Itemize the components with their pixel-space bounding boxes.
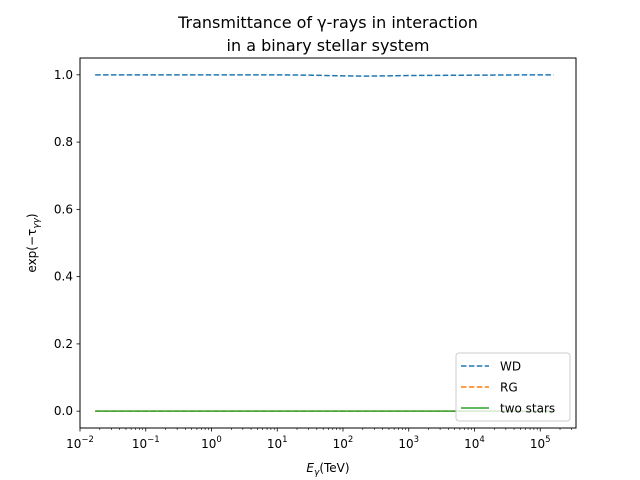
y-tick-label-3: 0.6: [54, 202, 73, 216]
y-axis-label-main: exp(−τ: [25, 229, 39, 273]
x-tick-label-base-3: 10: [267, 437, 282, 451]
chart-title-line1: Transmittance of γ-rays in interaction: [177, 13, 478, 32]
x-tick-label-4: 102: [333, 435, 354, 451]
x-tick-label-exp-0: −2: [81, 435, 94, 445]
x-tick-label-base-2: 10: [201, 437, 216, 451]
series-line-0: [95, 74, 554, 77]
y-axis: 0.0 0.2 0.4 0.6 0.8 1.0: [54, 68, 80, 418]
x-tick-label-exp-2: 0: [216, 435, 221, 445]
x-tick-label-base-4: 10: [333, 437, 348, 451]
x-tick-label-base-1: 10: [132, 437, 147, 451]
legend-label-0: WD: [500, 360, 521, 374]
x-tick-label-base-5: 10: [398, 437, 413, 451]
y-tick-label-2: 0.4: [54, 270, 73, 284]
legend-label-2: two stars: [500, 402, 555, 416]
y-axis-label: exp(−τγγ): [25, 213, 42, 272]
chart-title-line2: in a binary stellar system: [227, 36, 430, 55]
legend-box: [455, 352, 571, 422]
x-tick-label-7: 105: [530, 435, 551, 451]
x-axis: 10−2 10−1 100 101 102 103 104 105: [66, 428, 572, 451]
x-axis-label-unit: (TeV): [319, 461, 349, 475]
x-axis-label-sub: γ: [314, 468, 320, 478]
y-axis-label-close: ): [25, 213, 39, 218]
legend: WD RG two stars: [455, 352, 571, 422]
x-tick-label-3: 101: [267, 435, 288, 451]
x-tick-label-base-6: 10: [464, 437, 479, 451]
y-tick-label-0: 0.0: [54, 404, 73, 418]
x-tick-label-exp-7: 5: [545, 435, 550, 445]
x-tick-label-exp-1: −1: [147, 435, 160, 445]
x-tick-label-base-0: 10: [66, 437, 81, 451]
x-tick-label-exp-4: 2: [348, 435, 353, 445]
y-tick-label-5: 1.0: [54, 68, 73, 82]
x-tick-label-6: 104: [464, 435, 485, 451]
y-tick-label-4: 0.8: [54, 135, 73, 149]
x-tick-label-exp-5: 3: [414, 435, 419, 445]
plot-frame: [79, 57, 577, 429]
legend-label-1: RG: [500, 381, 518, 395]
x-tick-label-exp-6: 4: [479, 435, 484, 445]
x-tick-label-base-7: 10: [530, 437, 545, 451]
x-axis-label: Eγ(TeV): [306, 461, 349, 478]
x-tick-label-exp-3: 1: [282, 435, 287, 445]
x-tick-label-5: 103: [398, 435, 419, 451]
y-tick-label-1: 0.2: [54, 337, 73, 351]
x-tick-label-2: 100: [201, 435, 222, 451]
y-axis-label-sub: γγ: [32, 217, 42, 228]
x-tick-label-1: 10−1: [132, 435, 160, 451]
x-axis-label-main: E: [306, 461, 314, 475]
x-tick-label-0: 10−2: [66, 435, 94, 451]
